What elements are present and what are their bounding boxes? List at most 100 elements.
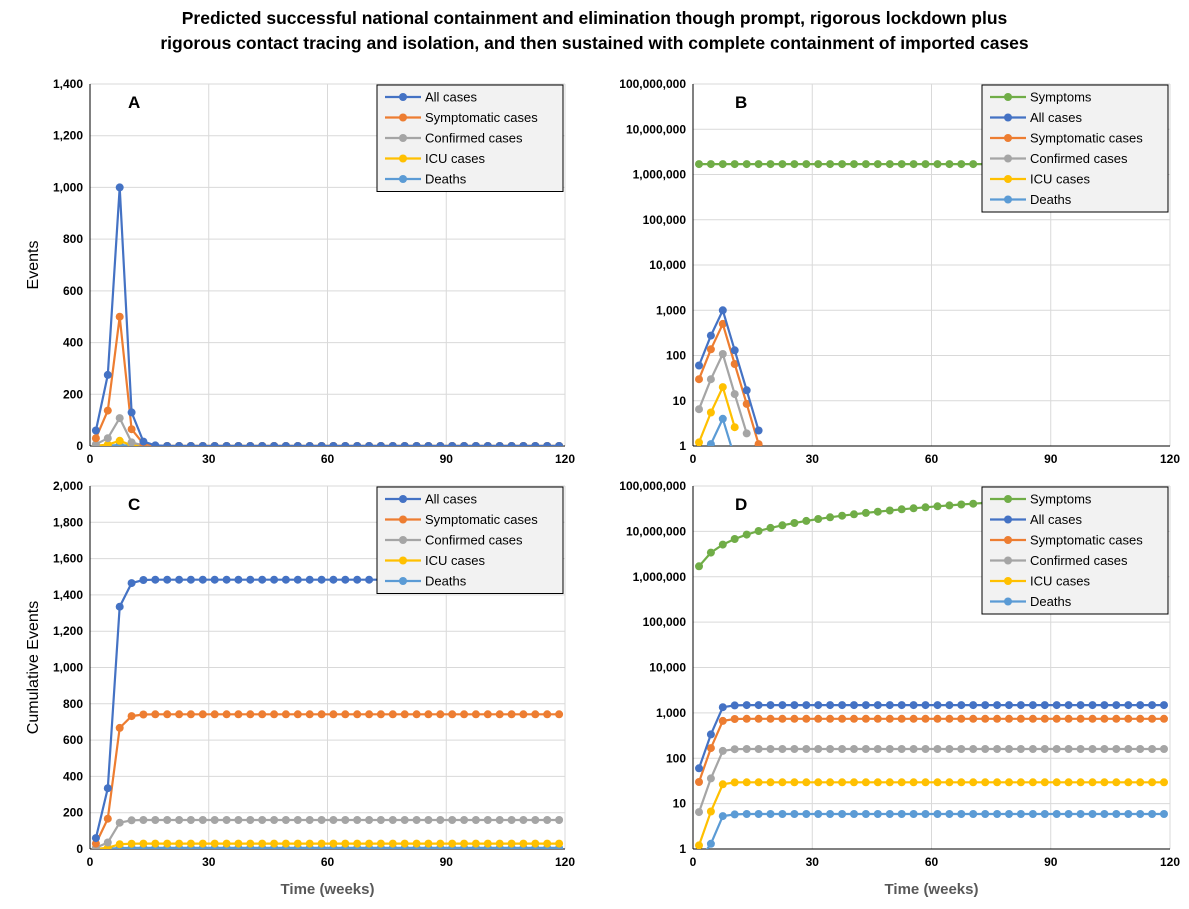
data-point [945,778,954,787]
data-point [186,839,195,848]
legend-label: All cases [425,492,478,507]
data-point [460,710,469,719]
data-point [754,426,763,435]
y-tick-label: 1,600 [53,552,83,566]
data-point [778,810,787,818]
data-point [981,810,990,818]
data-point [742,714,751,723]
data-point [103,440,112,446]
data-point [1016,714,1025,723]
legend-item: All cases [990,512,1083,527]
data-point [838,160,847,169]
data-point [115,818,124,827]
data-point [317,442,326,446]
data-point [460,816,469,824]
data-point [329,575,338,584]
series-symptomatic [91,710,564,848]
data-point [706,839,715,848]
data-point [730,745,739,754]
series-line [697,703,1164,769]
data-point [448,816,457,824]
data-point [555,442,564,446]
data-point [543,816,552,824]
data-point [305,575,314,584]
data-point [778,160,787,169]
x-tick-label: 120 [555,855,575,869]
data-point [555,710,564,719]
data-point [695,160,703,169]
data-point [270,442,279,446]
data-point [826,778,835,787]
figure-title-line-1: Predicted successful national containmen… [181,8,1008,28]
data-point [281,575,290,584]
legend-marker [399,93,407,101]
data-point [460,839,469,848]
data-point [873,160,882,169]
data-point [1088,714,1097,723]
data-point [1028,714,1037,723]
y-tick-label: 1,000,000 [633,570,687,584]
data-point [127,839,136,848]
data-point [933,502,942,511]
data-point [730,360,739,368]
data-point [885,506,894,515]
data-point [754,527,763,535]
data-point [706,548,715,557]
data-point [388,442,397,446]
data-point [969,714,978,723]
data-point [1136,745,1145,753]
data-point [424,839,433,848]
data-point [341,710,350,719]
data-point [270,575,279,584]
data-point [766,523,775,532]
data-point [1076,714,1085,723]
data-point [850,714,858,723]
data-point [1148,714,1157,723]
data-point [258,816,267,824]
data-point [1136,701,1145,710]
data-point [246,710,255,719]
data-point [695,808,703,817]
legend-item: Symptoms [990,90,1092,105]
data-point [317,839,326,848]
legend-marker [399,175,407,183]
legend-label: Symptomatic cases [1030,533,1143,548]
data-point [921,503,930,512]
legend-marker [1004,597,1012,606]
y-tick-label: 0 [76,439,83,453]
data-point [897,160,906,169]
panel-letter: C [128,495,140,514]
data-point [1016,745,1025,753]
data-point [1028,701,1037,710]
legend-marker [399,154,407,163]
data-point [909,701,918,710]
data-point [933,701,942,710]
data-point [1136,778,1145,787]
data-point [838,778,847,787]
data-point [778,745,787,753]
y-tick-label: 10,000 [649,661,686,675]
data-point [885,810,894,818]
x-tick-label: 60 [321,452,335,466]
y-tick-label: 400 [63,769,83,783]
data-point [400,710,409,719]
y-tick-label: 10,000 [649,258,686,272]
data-point [1100,701,1109,710]
legend-label: Symptomatic cases [425,110,538,125]
data-point [778,778,787,787]
data-point [873,810,882,818]
data-point [1064,810,1073,818]
y-tick-label: 10 [673,797,687,811]
data-point [519,839,528,848]
x-tick-label: 90 [440,855,454,869]
data-point [1112,714,1121,723]
data-point [1088,745,1097,753]
data-point [695,375,703,384]
data-point [1124,778,1133,787]
data-point [1088,810,1097,818]
data-point [91,834,100,843]
legend-marker [1004,134,1012,142]
data-point [151,575,160,584]
x-tick-label: 30 [806,452,820,466]
